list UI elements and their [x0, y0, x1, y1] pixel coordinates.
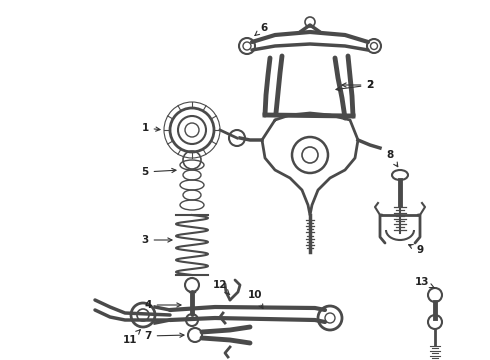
- Text: 10: 10: [248, 290, 263, 309]
- Text: 13: 13: [415, 277, 435, 288]
- Text: 6: 6: [255, 23, 268, 36]
- Text: 8: 8: [387, 150, 398, 167]
- Text: 3: 3: [142, 235, 172, 245]
- Text: 7: 7: [145, 331, 184, 341]
- Text: 12: 12: [213, 280, 230, 295]
- Text: 2: 2: [342, 80, 373, 90]
- Text: 1: 1: [142, 123, 160, 133]
- Text: 5: 5: [142, 167, 176, 177]
- Text: 4: 4: [145, 300, 181, 310]
- Text: 2: 2: [336, 80, 373, 91]
- Text: 9: 9: [409, 244, 423, 255]
- Text: 11: 11: [123, 330, 140, 345]
